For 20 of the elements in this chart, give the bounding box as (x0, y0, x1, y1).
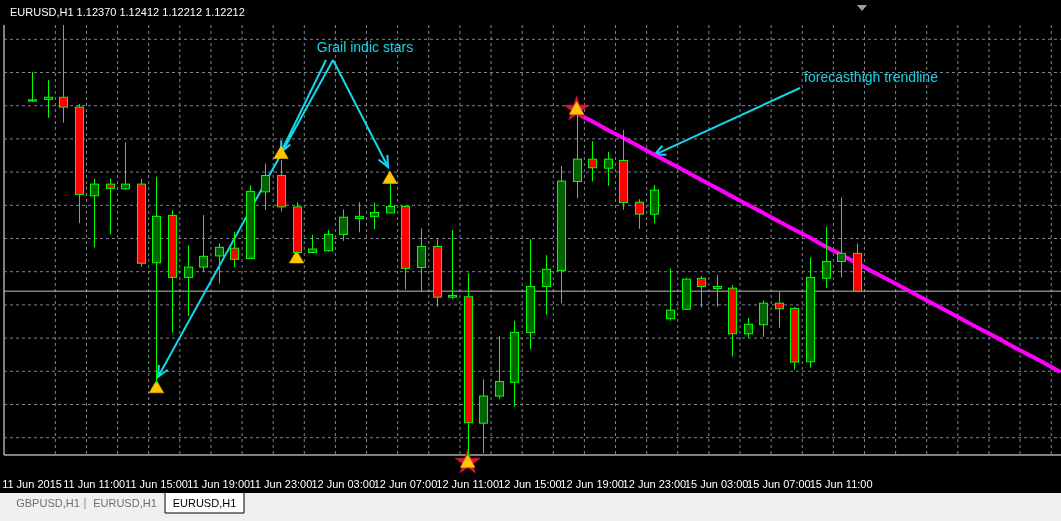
x-tick-label: 12 Jun 11:00 (436, 478, 500, 490)
x-tick-label: 11 Jun 2015 (2, 478, 62, 490)
x-tick-label: 15 Jun 11:00 (809, 478, 873, 490)
x-tick-label: 12 Jun 19:00 (560, 478, 624, 490)
x-tick-label: 12 Jun 15:00 (498, 478, 562, 490)
chart-title: EURUSD,H1 1.12370 1.12412 1.12212 1.12212 (10, 6, 245, 18)
x-tick-label: 12 Jun 03:00 (311, 478, 376, 490)
text: EURUSD,H1 (172, 497, 237, 509)
x-tick-label: 11 Jun 15:00 (125, 478, 188, 490)
text: GBPUSD,H1 (16, 497, 80, 509)
annotation: forecasthigh trendline (804, 69, 939, 85)
x-tick-label: 11 Jun 11:00 (63, 478, 126, 490)
x-tick-label: 15 Jun 07:00 (747, 478, 811, 490)
x-tick-label: 11 Jun 19:00 (187, 478, 251, 490)
x-tick-label: 11 Jun 23:00 (249, 478, 313, 490)
x-tick-label: 12 Jun 07:00 (373, 478, 438, 490)
text: EURUSD,H1 (93, 497, 157, 509)
x-tick-label: 12 Jun 23:00 (622, 478, 687, 490)
x-tick-label: 15 Jun 03:00 (684, 478, 749, 490)
annotation: Grail indic stars (316, 39, 414, 55)
